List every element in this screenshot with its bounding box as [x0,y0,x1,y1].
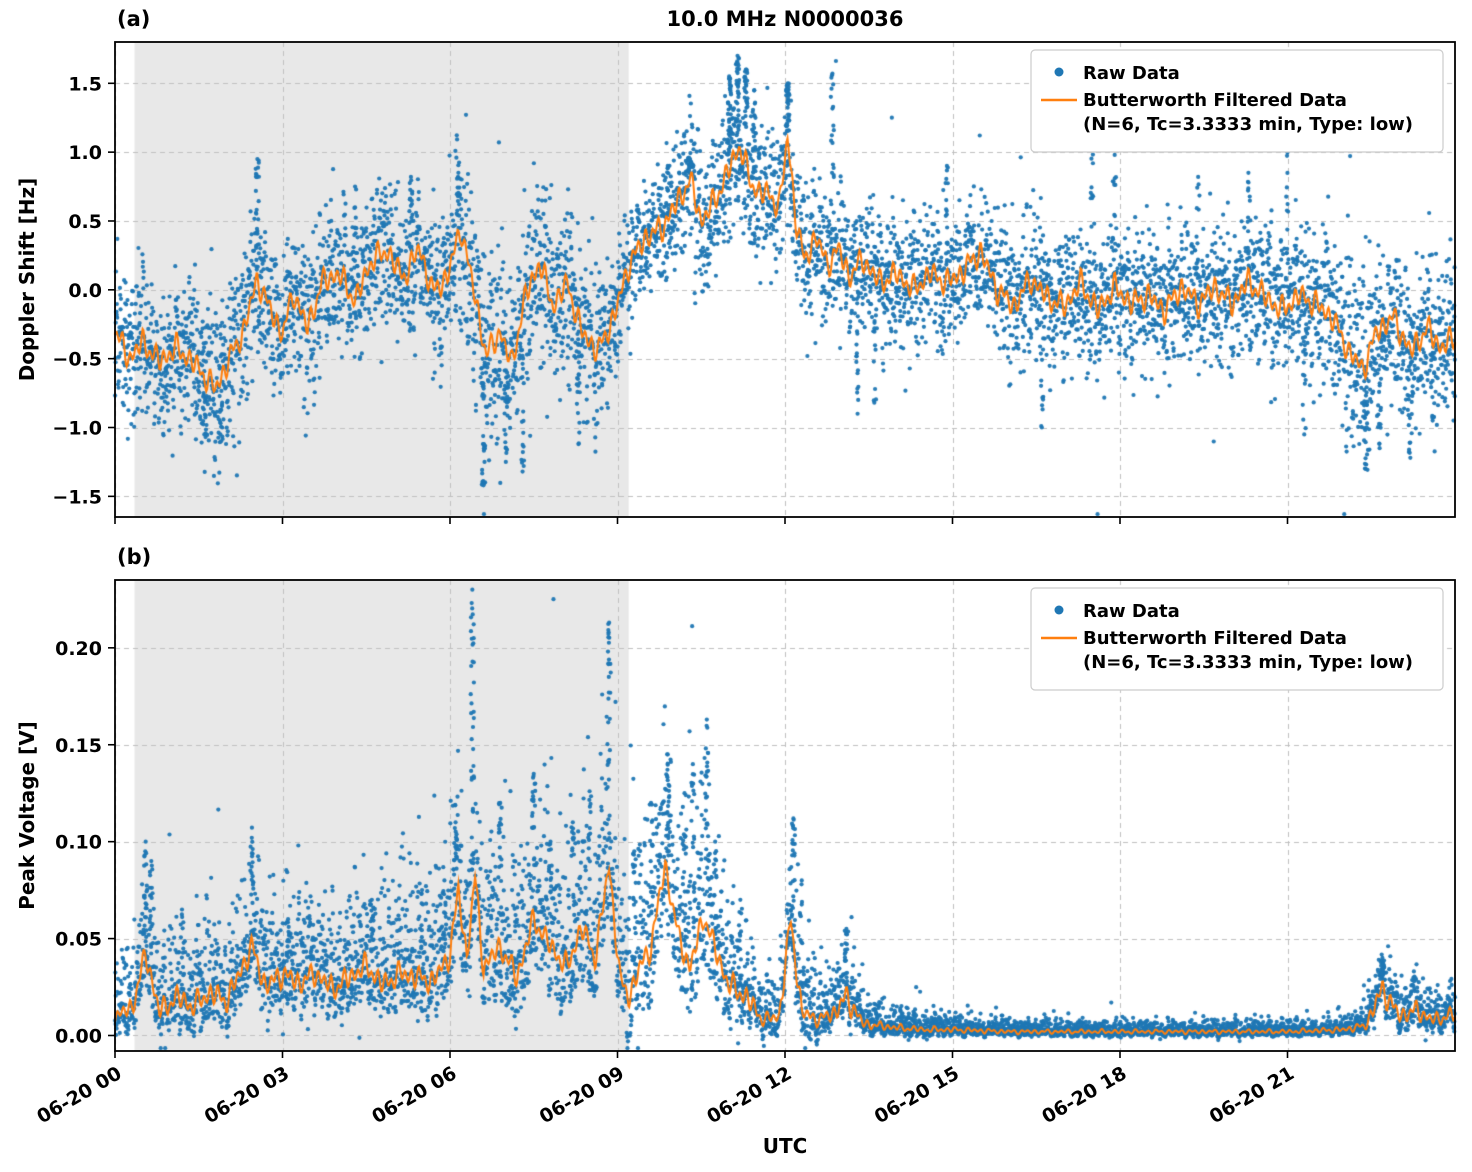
y-tick-label-a: −1.5 [52,486,102,508]
x-tick-label: 06-20 15 [871,1062,963,1128]
legend-filtered-label-a: Butterworth Filtered Data [1083,90,1347,111]
y-tick-label-b: 0.10 [55,832,102,854]
y-tick-label-a: 0.0 [68,280,102,302]
x-tick-label: 06-20 00 [33,1062,125,1128]
legend-raw-marker-a [1054,67,1064,77]
panel-label-a: (a) [117,7,150,31]
x-tick-label: 06-20 06 [368,1062,460,1128]
y-tick-label-b: 0.00 [55,1025,102,1047]
legend-box-a [1030,49,1444,153]
y-tick-label-a: 1.5 [68,73,102,95]
legend-filtered-sublabel-a: (N=6, Tc=3.3333 min, Type: low) [1083,114,1413,135]
legend-raw-label-b: Raw Data [1083,601,1180,622]
legend-raw-label-a: Raw Data [1083,63,1180,84]
legend-filtered-sublabel-b: (N=6, Tc=3.3333 min, Type: low) [1083,652,1413,673]
x-tick-label: 06-20 09 [536,1062,628,1128]
y-tick-label-b: 0.05 [55,929,102,951]
y-axis-label-a: Doppler Shift [Hz] [15,178,39,382]
y-tick-label-b: 0.15 [55,735,102,757]
legend-box-b [1030,587,1444,691]
y-axis-label-b: Peak Voltage [V] [15,721,39,910]
y-tick-label-a: 0.5 [68,211,102,233]
y-tick-label-a: 1.0 [68,142,102,164]
y-tick-label-b: 0.20 [55,638,102,660]
x-axis-label: UTC [763,1134,808,1158]
panel-label-b: (b) [117,545,151,569]
x-tick-label: 06-20 03 [201,1062,293,1128]
y-tick-label-a: −0.5 [52,349,102,371]
y-tick-label-a: −1.0 [52,418,102,440]
x-tick-label: 06-20 18 [1038,1062,1130,1128]
legend-filtered-label-b: Butterworth Filtered Data [1083,628,1347,649]
x-tick-label: 06-20 21 [1206,1062,1298,1128]
legend-raw-marker-b [1054,605,1064,615]
x-tick-label: 06-20 12 [703,1062,795,1128]
figure-title: 10.0 MHz N0000036 [667,7,904,31]
